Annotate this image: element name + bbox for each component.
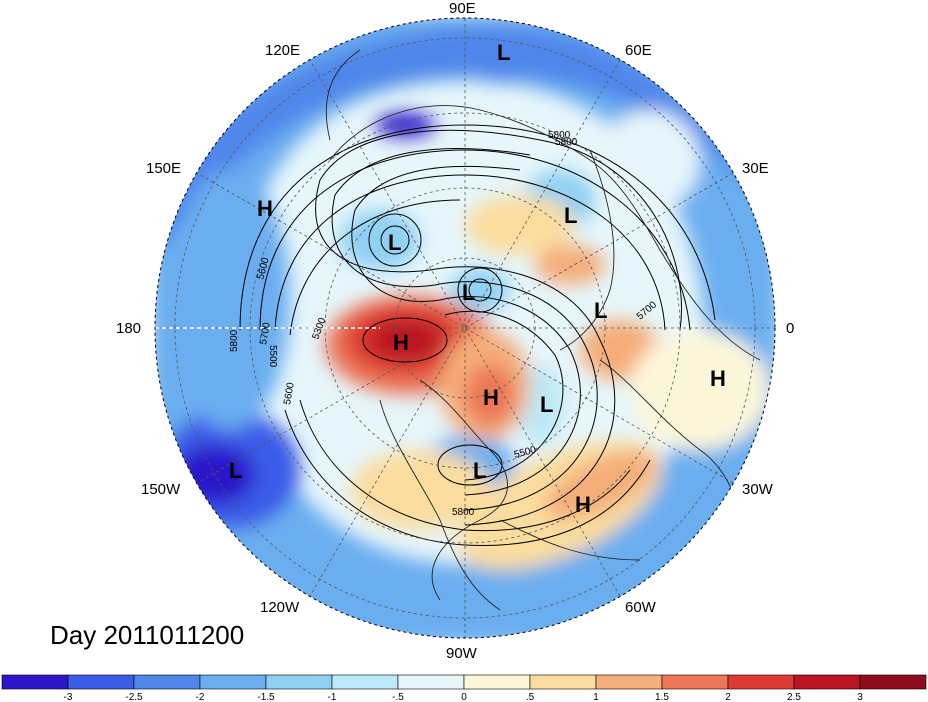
colorbar-tick-label: -2: [196, 692, 205, 702]
colorbar-swatch: [661, 674, 729, 690]
lon-label-60w: 60W: [625, 599, 656, 616]
lon-label-30w: 30W: [742, 481, 773, 498]
low-center-marker: L: [564, 203, 577, 228]
anomaly-field: [155, 18, 775, 638]
lon-label-60e: 60E: [625, 42, 652, 59]
colorbar-tick-label: 1.5: [655, 692, 669, 702]
contour-label: 5800: [548, 130, 571, 141]
colorbar-swatch: [727, 674, 795, 690]
contour-label: 5800: [229, 329, 240, 352]
colorbar-swatch: [67, 674, 135, 690]
low-center-marker: L: [540, 392, 553, 417]
colorbar-tick-label: 2: [725, 692, 731, 702]
lon-label-0: 0: [786, 320, 795, 337]
colorbar-tick-label: -2.5: [125, 692, 143, 702]
colorbar-swatch: [199, 674, 267, 690]
colorbar-swatch: [265, 674, 333, 690]
lon-label-90w: 90W: [446, 645, 477, 662]
contour-label: 5600: [282, 381, 297, 405]
colorbar: -3 -2.5 -2 -1.5 -1 -.5 0 .5 1 1.5 2 2.5 3: [1, 674, 927, 702]
colorbar-swatch: [463, 674, 531, 690]
colorbar-swatch: [1, 674, 69, 690]
graticule: [155, 18, 775, 638]
low-center-marker: L: [388, 230, 401, 255]
lon-label-90e: 90E: [449, 0, 476, 17]
high-center-marker: H: [483, 385, 499, 410]
colorbar-swatch: [793, 674, 861, 690]
contour-label: 5800: [555, 137, 578, 148]
high-center-marker: H: [257, 196, 273, 221]
pressure-centers: L L L L L L L L H H H H H: [229, 40, 726, 517]
high-center-marker: H: [710, 366, 726, 391]
colorbar-tick-label: 0: [461, 692, 467, 702]
colorbar-tick-label: -.5: [392, 692, 404, 702]
lon-label-180: 180: [116, 320, 142, 337]
lon-label-150e: 150E: [146, 160, 182, 177]
colorbar-tick-label: -1.5: [257, 692, 275, 702]
colorbar-swatch: [859, 674, 927, 690]
date-title: Day 2011011200: [50, 620, 245, 650]
colorbar-swatch: [595, 674, 663, 690]
colorbar-swatch: [529, 674, 597, 690]
colorbar-swatch: [331, 674, 399, 690]
colorbar-swatch: [397, 674, 465, 690]
high-center-marker: H: [393, 330, 409, 355]
low-center-marker: L: [594, 298, 607, 323]
high-center-marker: H: [575, 492, 591, 517]
low-center-marker: L: [462, 280, 475, 305]
contour-labels: 5800 5700 5600 5500 5800 5300 5700 5800 …: [229, 130, 659, 518]
colorbar-tick-label: 2.5: [787, 692, 801, 702]
colorbar-swatch: [133, 674, 201, 690]
colorbar-tick-label: -3: [64, 692, 73, 702]
colorbar-tick-label: -1: [328, 692, 337, 702]
low-center-marker: L: [229, 458, 242, 483]
contour-label: 5700: [258, 321, 273, 345]
colorbar-tick-label: 3: [857, 692, 863, 702]
colorbar-tick-label: .5: [526, 692, 535, 702]
contour-label: 5500: [267, 345, 278, 368]
lon-label-30e: 30E: [742, 160, 769, 177]
lon-label-150w: 150W: [141, 481, 181, 498]
colorbar-tick-label: 1: [593, 692, 599, 702]
contour-label: 5800: [452, 507, 475, 518]
low-center-marker: L: [473, 458, 486, 483]
lon-label-120e: 120E: [265, 42, 301, 59]
lon-label-120w: 120W: [260, 599, 300, 616]
low-center-marker: L: [497, 40, 510, 65]
